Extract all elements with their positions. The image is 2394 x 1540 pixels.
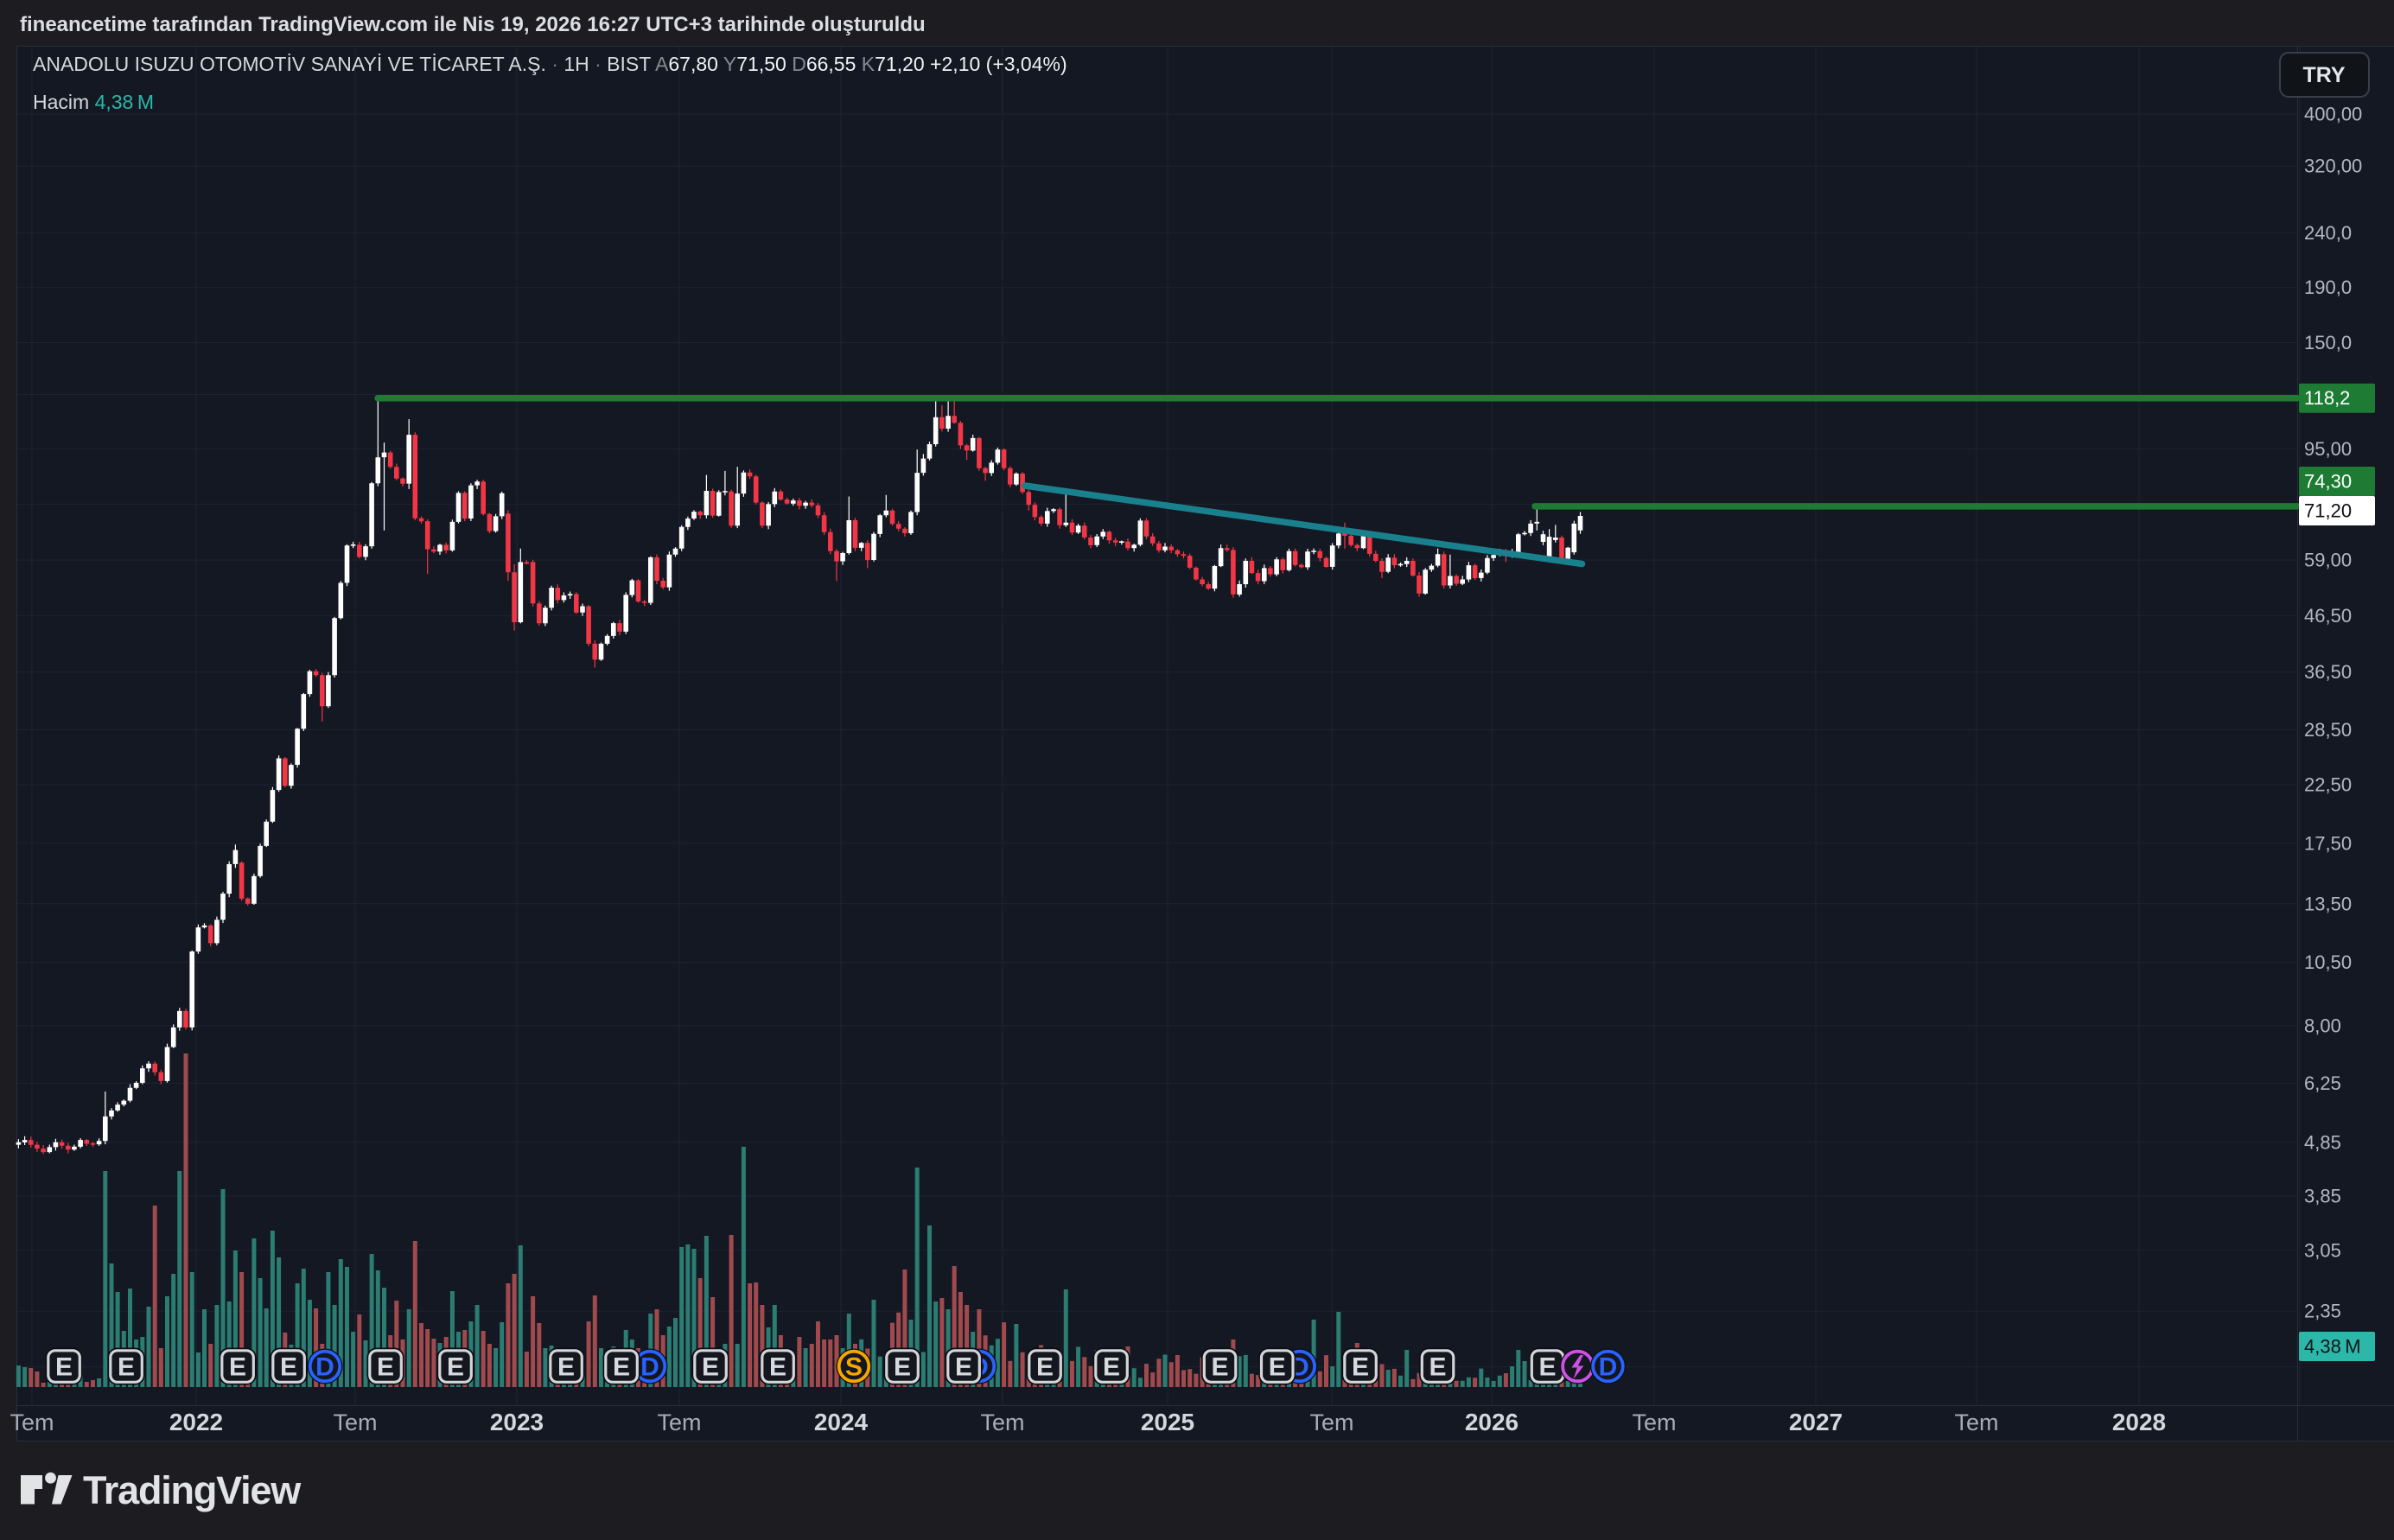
svg-text:E: E: [557, 1353, 575, 1382]
svg-text:3,85: 3,85: [2304, 1186, 2341, 1207]
svg-text:E: E: [894, 1353, 911, 1382]
svg-text:E: E: [1429, 1353, 1446, 1382]
svg-text:10,50: 10,50: [2304, 951, 2352, 973]
svg-text:6,25: 6,25: [2304, 1072, 2341, 1094]
svg-text:E: E: [1103, 1353, 1120, 1382]
svg-text:2027: 2027: [1789, 1409, 1843, 1435]
svg-text:36,50: 36,50: [2304, 661, 2352, 683]
svg-text:3,05: 3,05: [2304, 1239, 2341, 1261]
svg-text:71,20: 71,20: [2304, 500, 2352, 522]
svg-text:E: E: [377, 1353, 394, 1382]
svg-text:13,50: 13,50: [2304, 893, 2352, 914]
svg-text:E: E: [1538, 1353, 1556, 1382]
svg-text:E: E: [613, 1353, 630, 1382]
svg-text:2025: 2025: [1141, 1409, 1194, 1435]
svg-text:E: E: [1211, 1353, 1228, 1382]
svg-text:2,35: 2,35: [2304, 1301, 2341, 1322]
svg-text:320,00: 320,00: [2304, 156, 2362, 177]
svg-text:E: E: [1269, 1353, 1286, 1382]
svg-text:E: E: [702, 1353, 719, 1382]
svg-text:22,50: 22,50: [2304, 774, 2352, 796]
svg-text:D: D: [315, 1353, 334, 1382]
svg-text:2023: 2023: [490, 1409, 544, 1435]
svg-text:95,00: 95,00: [2304, 438, 2352, 460]
svg-text:Tem: Tem: [657, 1410, 701, 1435]
svg-text:Tem: Tem: [333, 1410, 377, 1435]
svg-text:fineancetime tarafından Tradin: fineancetime tarafından TradingView.com …: [20, 13, 926, 36]
svg-text:E: E: [55, 1353, 73, 1382]
svg-text:E: E: [118, 1353, 135, 1382]
svg-text:118,2: 118,2: [2304, 387, 2350, 409]
svg-text:2028: 2028: [2112, 1409, 2166, 1435]
svg-text:74,30: 74,30: [2304, 471, 2352, 493]
svg-text:TradingView: TradingView: [83, 1468, 302, 1512]
svg-text:E: E: [769, 1353, 786, 1382]
svg-text:2024: 2024: [814, 1409, 869, 1435]
svg-text:Tem: Tem: [1309, 1410, 1353, 1435]
svg-text:59,00: 59,00: [2304, 550, 2352, 571]
svg-text:S: S: [845, 1353, 863, 1382]
svg-text:17,50: 17,50: [2304, 832, 2352, 854]
svg-text:Tem: Tem: [10, 1410, 54, 1435]
svg-text:E: E: [955, 1353, 972, 1382]
svg-text:E: E: [1036, 1353, 1054, 1382]
svg-text:E: E: [1352, 1353, 1369, 1382]
svg-text:240,0: 240,0: [2304, 222, 2352, 244]
svg-text:E: E: [229, 1353, 246, 1382]
svg-text:Hacim 4,38 M: Hacim 4,38 M: [33, 91, 154, 113]
svg-text:46,50: 46,50: [2304, 605, 2352, 627]
svg-text:E: E: [447, 1353, 464, 1382]
svg-text:Tem: Tem: [1954, 1410, 1998, 1435]
svg-text:28,50: 28,50: [2304, 719, 2352, 741]
svg-text:400,00: 400,00: [2304, 104, 2362, 125]
svg-text:2022: 2022: [169, 1409, 223, 1435]
svg-text:E: E: [280, 1353, 297, 1382]
svg-text:2026: 2026: [1465, 1409, 1519, 1435]
svg-text:8,00: 8,00: [2304, 1015, 2341, 1036]
svg-text:D: D: [640, 1353, 659, 1382]
svg-text:D: D: [1599, 1353, 1618, 1382]
svg-text:TRY: TRY: [2302, 63, 2345, 87]
svg-text:ANADOLU ISUZU OTOMOTİV SANAYİ: ANADOLU ISUZU OTOMOTİV SANAYİ VE TİCARET…: [33, 53, 1067, 75]
svg-text:4,85: 4,85: [2304, 1131, 2341, 1153]
svg-text:190,0: 190,0: [2304, 277, 2352, 298]
svg-text:Tem: Tem: [1632, 1410, 1676, 1435]
svg-text:150,0: 150,0: [2304, 332, 2352, 353]
svg-text:Tem: Tem: [980, 1410, 1024, 1435]
svg-text:4,38 M: 4,38 M: [2304, 1336, 2361, 1358]
